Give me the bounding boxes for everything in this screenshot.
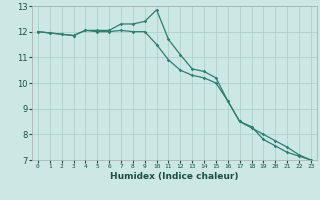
X-axis label: Humidex (Indice chaleur): Humidex (Indice chaleur) [110,172,239,181]
